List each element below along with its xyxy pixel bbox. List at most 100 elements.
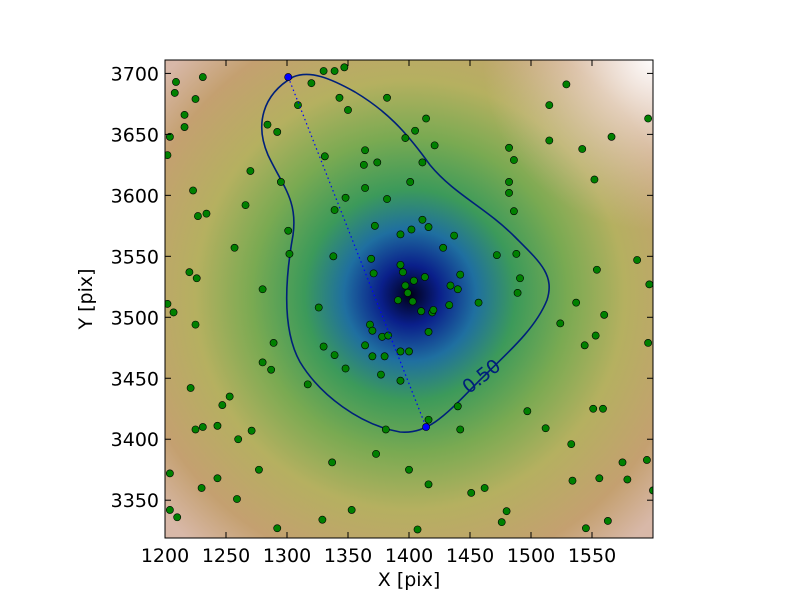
- x-tick-label: 1550: [568, 545, 616, 567]
- point: [247, 426, 256, 435]
- point: [512, 249, 521, 258]
- point: [180, 123, 189, 131]
- point: [230, 243, 239, 252]
- point: [595, 474, 604, 483]
- point: [319, 67, 328, 75]
- point: [273, 128, 282, 136]
- point: [198, 423, 207, 431]
- point: [445, 301, 454, 309]
- point: [165, 132, 174, 141]
- point: [284, 73, 293, 81]
- point: [396, 376, 405, 385]
- point: [368, 352, 377, 361]
- point: [492, 251, 501, 260]
- point: [330, 67, 339, 75]
- point: [372, 449, 380, 458]
- point: [505, 178, 513, 186]
- point: [396, 260, 405, 269]
- point: [424, 328, 433, 336]
- point: [505, 189, 513, 197]
- point: [384, 331, 393, 340]
- point: [453, 285, 462, 294]
- point: [255, 465, 263, 474]
- point: [394, 296, 402, 305]
- point: [430, 141, 439, 150]
- point: [361, 184, 369, 192]
- point: [408, 297, 417, 306]
- point: [340, 63, 349, 72]
- point: [258, 358, 267, 367]
- point: [417, 307, 426, 316]
- point: [169, 308, 178, 317]
- point: [314, 303, 323, 312]
- point: [273, 524, 282, 533]
- point: [213, 474, 222, 483]
- point: [359, 160, 368, 169]
- point: [446, 281, 455, 290]
- point: [644, 338, 653, 347]
- point: [599, 404, 607, 413]
- y-tick-label: 3450: [111, 368, 159, 390]
- point: [307, 79, 316, 88]
- y-tick-label: 3550: [111, 246, 159, 268]
- point: [644, 114, 653, 123]
- point: [361, 146, 369, 155]
- point: [320, 152, 329, 161]
- point: [582, 524, 590, 533]
- point: [420, 273, 429, 281]
- point: [424, 223, 433, 231]
- y-tick-label: 3700: [111, 63, 159, 85]
- point: [556, 319, 565, 328]
- point: [218, 401, 227, 409]
- point: [580, 341, 589, 350]
- point: [502, 507, 511, 516]
- point: [516, 274, 524, 283]
- point: [607, 132, 616, 141]
- x-axis-label: X [pix]: [378, 569, 440, 591]
- point: [285, 249, 294, 258]
- point: [398, 268, 407, 277]
- point: [328, 458, 337, 467]
- point: [401, 134, 410, 142]
- point: [368, 326, 377, 335]
- point: [645, 280, 653, 289]
- point: [191, 425, 200, 434]
- point: [284, 226, 293, 235]
- point: [191, 320, 200, 329]
- x-tick-label: 1300: [263, 545, 311, 567]
- point: [225, 392, 234, 401]
- point: [405, 347, 413, 356]
- point: [258, 285, 267, 294]
- density-map: [165, 60, 653, 538]
- point: [377, 370, 385, 379]
- point: [422, 423, 430, 431]
- point: [396, 230, 405, 239]
- point: [165, 151, 172, 160]
- point: [467, 488, 476, 497]
- point: [165, 469, 174, 478]
- point: [510, 207, 518, 216]
- point: [234, 435, 243, 444]
- point: [165, 506, 174, 514]
- x-tick-label: 1250: [202, 545, 250, 567]
- point: [589, 404, 598, 413]
- point: [409, 276, 418, 285]
- point: [578, 145, 587, 153]
- point: [269, 338, 278, 347]
- point: [192, 274, 201, 283]
- point: [413, 525, 422, 534]
- point: [197, 484, 206, 492]
- point: [381, 425, 390, 434]
- point: [189, 186, 197, 195]
- y-axis-label: Y [pix]: [75, 268, 97, 330]
- point: [474, 298, 483, 307]
- point: [405, 465, 413, 474]
- point: [329, 252, 338, 261]
- point: [422, 114, 430, 123]
- x-tick-label: 1200: [141, 545, 189, 567]
- point: [505, 143, 513, 152]
- point: [649, 486, 653, 495]
- point: [523, 407, 532, 416]
- point: [510, 156, 518, 164]
